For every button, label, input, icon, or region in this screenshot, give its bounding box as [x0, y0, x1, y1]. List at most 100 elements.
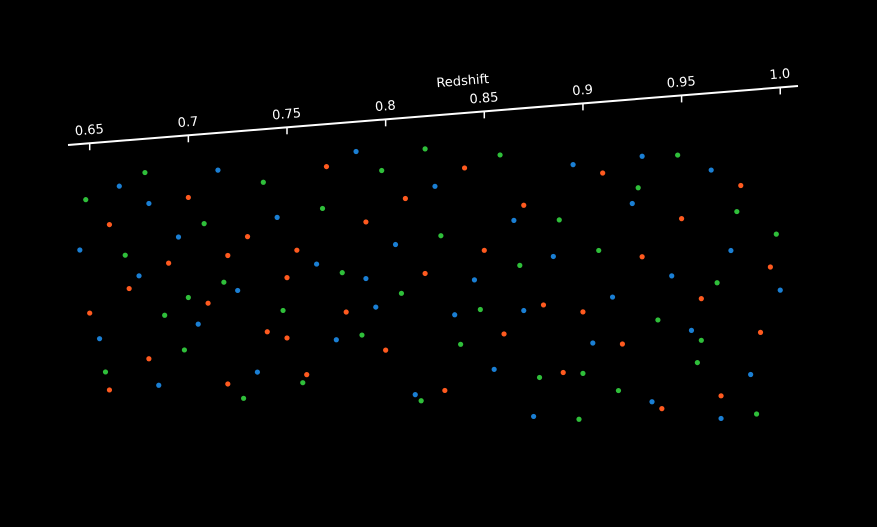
galaxy-point	[102, 369, 109, 375]
x-axis	[67, 85, 799, 146]
galaxy-point	[333, 337, 339, 343]
galaxy-point	[777, 287, 783, 293]
galaxy-point	[235, 287, 241, 294]
galaxy-point	[596, 247, 602, 254]
galaxy-point	[142, 169, 148, 176]
galaxy-point	[284, 275, 290, 281]
galaxy-point	[201, 221, 207, 227]
x-tick-label: 0.95	[666, 74, 696, 91]
galaxy-point	[688, 327, 695, 333]
galaxy-point	[422, 270, 428, 277]
galaxy-point	[319, 205, 326, 212]
galaxy-point	[402, 195, 408, 202]
galaxy-point	[511, 217, 517, 223]
galaxy-point	[773, 231, 779, 237]
galaxy-point	[300, 380, 306, 386]
galaxy-point	[655, 317, 661, 323]
galaxy-point	[698, 337, 704, 343]
galaxy-point	[225, 252, 231, 259]
galaxy-point	[580, 370, 586, 376]
galaxy-point	[195, 321, 201, 327]
galaxy-point	[639, 254, 645, 260]
galaxy-point	[477, 306, 483, 313]
galaxy-point	[669, 273, 675, 279]
galaxy-point	[718, 415, 724, 422]
galaxy-point	[580, 309, 586, 315]
galaxy-point	[753, 411, 760, 417]
galaxy-point	[77, 247, 83, 253]
galaxy-point	[698, 296, 704, 302]
galaxy-point	[136, 273, 142, 279]
x-tick-label: 1.0	[769, 67, 791, 84]
galaxy-point	[767, 264, 773, 270]
galaxy-point	[471, 277, 478, 283]
galaxy-point	[392, 241, 399, 248]
galaxy-point	[274, 214, 280, 220]
galaxy-point	[106, 221, 113, 228]
galaxy-point	[432, 183, 438, 189]
galaxy-point	[734, 208, 740, 215]
galaxy-point	[363, 275, 369, 282]
galaxy-point	[438, 233, 444, 239]
galaxy-point	[629, 200, 635, 207]
galaxy-point	[353, 148, 359, 155]
galaxy-point	[146, 356, 152, 362]
galaxy-point	[225, 381, 231, 387]
galaxy-point	[264, 329, 270, 335]
galaxy-point	[363, 219, 369, 225]
galaxy-point	[757, 329, 764, 335]
galaxy-point	[659, 406, 665, 412]
galaxy-point	[383, 347, 389, 353]
galaxy-point	[294, 247, 300, 253]
galaxy-point	[728, 247, 734, 254]
galaxy-point	[244, 234, 251, 240]
galaxy-point	[175, 234, 182, 240]
galaxy-point	[639, 153, 645, 159]
galaxy-point	[166, 260, 172, 266]
x-tick-label: 0.9	[572, 83, 594, 100]
galaxy-point	[501, 331, 507, 337]
galaxy-point	[181, 347, 188, 353]
x-axis-label: Redshift	[436, 72, 490, 91]
galaxy-point	[83, 197, 89, 203]
x-tick-label: 0.85	[469, 90, 499, 107]
galaxy-point	[422, 146, 428, 152]
galaxy-point	[116, 183, 122, 189]
galaxy-point	[714, 280, 720, 286]
galaxy-point	[531, 413, 537, 420]
galaxy-point	[748, 371, 754, 378]
galaxy-point	[615, 387, 622, 394]
galaxy-point	[458, 341, 464, 347]
galaxy-point	[412, 392, 418, 398]
x-tick-label: 0.7	[177, 114, 199, 131]
galaxy-point	[343, 309, 349, 315]
galaxy-point	[185, 194, 191, 201]
galaxy-point	[284, 335, 290, 341]
galaxy-point	[649, 399, 655, 405]
galaxy-point	[339, 270, 345, 276]
x-tick-label: 0.65	[74, 122, 104, 139]
galaxy-point	[162, 312, 168, 318]
galaxy-point	[156, 382, 162, 388]
galaxy-point	[126, 285, 132, 292]
galaxy-point	[718, 393, 724, 399]
galaxy-point	[442, 387, 448, 394]
galaxy-point	[379, 167, 385, 174]
galaxy-point	[678, 216, 685, 222]
galaxy-point	[481, 247, 487, 253]
galaxy-point	[96, 336, 103, 342]
galaxy-point	[373, 304, 379, 310]
galaxy-point	[122, 252, 128, 258]
galaxy-point	[609, 294, 616, 300]
galaxy-point	[215, 167, 221, 173]
galaxy-point	[570, 162, 576, 168]
galaxy-point	[146, 200, 152, 207]
galaxy-point	[359, 332, 365, 338]
galaxy-point	[418, 398, 424, 404]
galaxy-point	[313, 261, 320, 267]
galaxy-point	[708, 167, 714, 173]
galaxy-point	[254, 369, 261, 375]
galaxy-point	[600, 170, 606, 176]
galaxy-point	[491, 366, 497, 372]
galaxy-point	[398, 290, 405, 296]
